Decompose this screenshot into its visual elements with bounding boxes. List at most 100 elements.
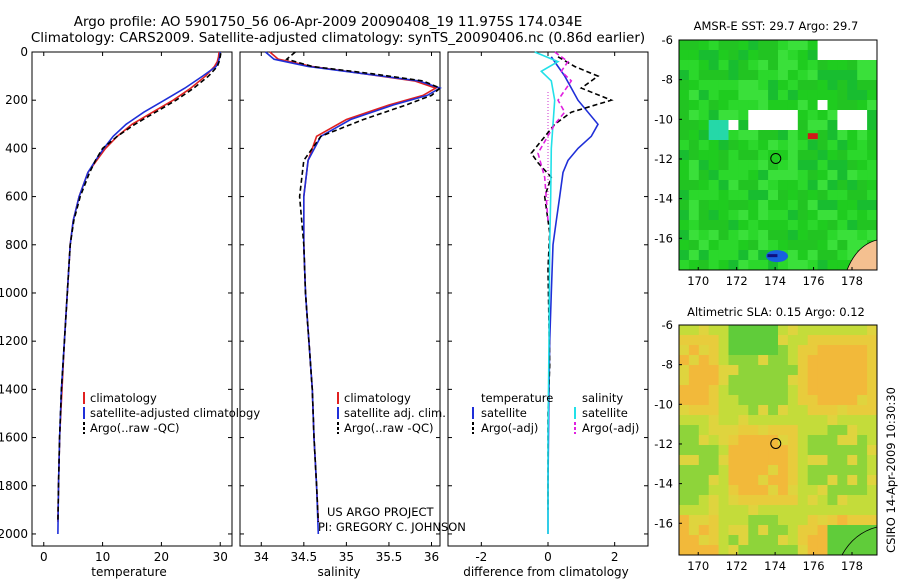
map-cell [738, 375, 749, 386]
map-cell [748, 80, 759, 91]
map-cell [837, 365, 848, 376]
map-cell [847, 525, 858, 536]
map-cell [817, 100, 828, 111]
map-cell [728, 515, 739, 526]
map-cell [857, 80, 868, 91]
map-cell [758, 260, 769, 271]
map-cell [827, 465, 838, 476]
map-cell [698, 435, 710, 446]
map-cell [837, 475, 848, 486]
map-cell [679, 325, 690, 336]
map-cell [728, 525, 739, 536]
series-salinity-argo [537, 51, 573, 221]
map-cell [758, 475, 769, 486]
map-cell [679, 60, 690, 71]
map-cell [867, 200, 878, 211]
map-cell [698, 465, 710, 476]
map-cell [758, 230, 769, 241]
map-cell [857, 405, 868, 416]
map-cell [718, 110, 729, 121]
map-cell [837, 455, 848, 466]
map-cell [778, 80, 789, 91]
map-cell [867, 505, 878, 516]
map-cell [738, 385, 749, 396]
y-tick-label: -16 [654, 231, 673, 245]
map-cell [817, 90, 828, 101]
map-cell [698, 210, 710, 221]
difference-xlabel: difference from climatology [463, 565, 629, 579]
legend-label-satellite: satellite adj. clim. [344, 406, 446, 420]
map-cell [738, 140, 749, 151]
map-cell [768, 365, 779, 376]
map-cell [688, 345, 700, 356]
map-cell [797, 180, 809, 191]
map-cell [778, 545, 789, 556]
map-cell [817, 345, 828, 356]
map-cell [867, 210, 878, 221]
map-cell [837, 505, 848, 516]
map-cell [847, 240, 858, 251]
map-cell [728, 230, 739, 241]
map-cell [768, 140, 779, 151]
map-cell [718, 180, 729, 191]
map-cell [837, 70, 848, 81]
map-cell [847, 120, 858, 131]
map-cell [827, 40, 838, 51]
map-cell [728, 80, 739, 91]
map-cell [847, 190, 858, 201]
x-tick-label: 0 [544, 550, 552, 564]
y-tick-label: 600 [5, 190, 28, 204]
map-cell [728, 335, 739, 346]
map-cell [708, 405, 719, 416]
y-tick-label: -16 [654, 516, 673, 530]
map-cell [768, 70, 779, 81]
map-cell [718, 250, 729, 261]
map-cell [748, 150, 759, 161]
map-cell [698, 415, 710, 426]
map-cell [867, 365, 878, 376]
map-cell [728, 535, 739, 546]
map-cell [827, 190, 838, 201]
map-cell [738, 395, 749, 406]
map-cell [688, 50, 700, 61]
map-cell [688, 240, 700, 251]
map-cell [738, 90, 749, 101]
map-cell [837, 375, 848, 386]
map-cell [758, 120, 769, 131]
map-cell [748, 40, 759, 51]
map-cell [718, 170, 729, 181]
map-cell [778, 90, 789, 101]
map-cell [698, 110, 710, 121]
map-cell [758, 345, 769, 356]
map-cell [797, 405, 809, 416]
map-cell [679, 335, 690, 346]
map-cell [708, 425, 719, 436]
x-tick-label: 170 [687, 559, 709, 573]
map-cell [758, 485, 769, 496]
map-cell [787, 325, 799, 336]
map-cell [679, 395, 690, 406]
map-cell [807, 395, 818, 406]
map-cell [827, 150, 838, 161]
map-cell [867, 335, 878, 346]
map-cell [748, 90, 759, 101]
map-cell [768, 190, 779, 201]
map-cell [718, 395, 729, 406]
map-cell [738, 220, 749, 231]
map-cell [797, 190, 809, 201]
map-cell [797, 80, 809, 91]
map-cell [827, 505, 838, 516]
map-cell [758, 495, 769, 506]
y-tick-label: -8 [662, 358, 673, 372]
map-cell [797, 465, 809, 476]
map-cell [847, 100, 858, 111]
map-cell [807, 140, 818, 151]
map-cell [847, 405, 858, 416]
map-cell [698, 395, 710, 406]
map-cell [718, 465, 729, 476]
map-cell [817, 200, 828, 211]
map-cell [857, 535, 868, 546]
map-cell [847, 40, 858, 51]
map-cell [698, 220, 710, 231]
map-cell [708, 485, 719, 496]
